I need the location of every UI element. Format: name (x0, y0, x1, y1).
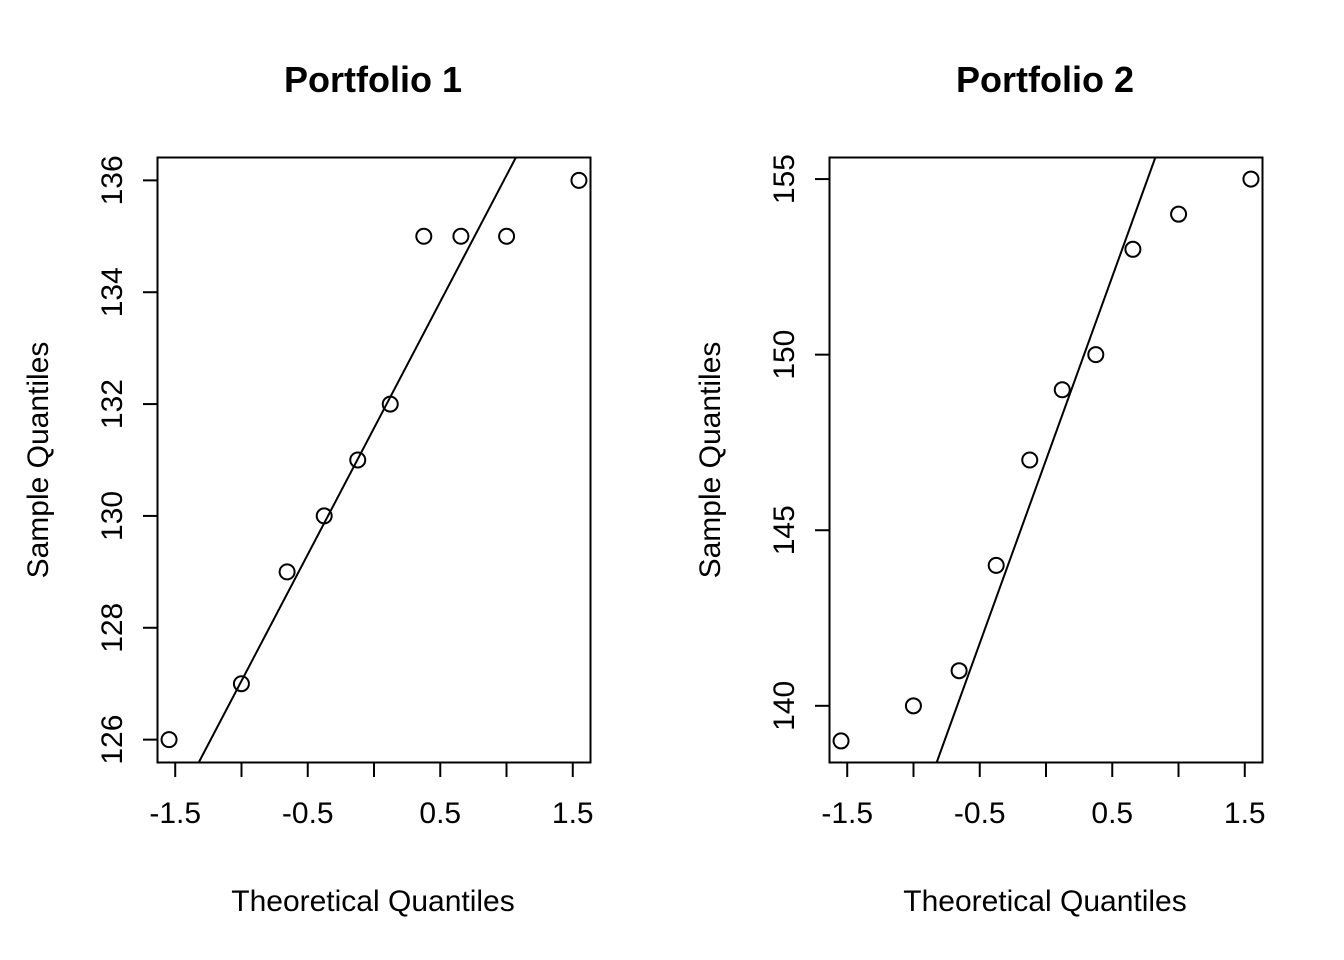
x-tick-label: -0.5 (954, 797, 1006, 830)
y-axis-label: Sample Quantiles (22, 342, 55, 579)
data-point (381, 395, 399, 413)
y-axis: 140 145 150 155 (768, 154, 829, 731)
data-point (232, 675, 250, 693)
data-point (415, 227, 433, 245)
x-tick-label: 0.5 (1091, 797, 1133, 830)
data-points (160, 171, 588, 749)
y-tick-label: 145 (768, 505, 801, 555)
chart-title: Portfolio 2 (956, 59, 1134, 100)
qq-plot-portfolio-1: Portfolio 1 Theoretical Quantiles Sample… (22, 59, 594, 918)
y-tick-label: 132 (96, 379, 129, 429)
data-point (498, 227, 516, 245)
data-point (315, 507, 333, 525)
data-point (950, 662, 968, 680)
qq-reference-line (198, 157, 517, 763)
y-tick-label: 150 (768, 330, 801, 380)
data-point (904, 697, 922, 715)
data-point (1124, 240, 1142, 258)
x-tick-label: 0.5 (419, 797, 461, 830)
x-axis: -1.5 -0.5 0.5 1.5 (149, 763, 594, 830)
y-tick-label: 134 (96, 267, 129, 317)
y-tick-label: 130 (96, 491, 129, 541)
data-point (1053, 381, 1071, 399)
data-point (278, 563, 296, 581)
y-axis: 126 128 130 132 134 136 (96, 155, 157, 765)
y-tick-label: 140 (768, 681, 801, 731)
y-tick-label: 155 (768, 154, 801, 204)
qq-plot-portfolio-2: Portfolio 2 Theoretical Quantiles Sample… (694, 59, 1266, 918)
x-tick-label: 1.5 (1224, 797, 1266, 830)
chart-title: Portfolio 1 (284, 59, 462, 100)
reference-line-group (935, 157, 1157, 763)
data-point (160, 731, 178, 749)
x-tick-label: -0.5 (282, 797, 334, 830)
y-axis-label: Sample Quantiles (694, 342, 727, 579)
data-point (1242, 170, 1260, 188)
data-point (570, 171, 588, 189)
x-tick-label: -1.5 (149, 797, 201, 830)
x-tick-label: -1.5 (821, 797, 873, 830)
data-point (349, 451, 367, 469)
plot-frame (156, 156, 592, 764)
data-point (987, 556, 1005, 574)
data-point (1170, 205, 1188, 223)
x-tick-label: 1.5 (552, 797, 594, 830)
reference-line-group (198, 157, 517, 763)
y-tick-label: 128 (96, 603, 129, 653)
plot-frame (828, 156, 1264, 764)
qq-reference-line (935, 157, 1157, 763)
y-tick-label: 136 (96, 155, 129, 205)
data-points (832, 170, 1260, 750)
data-point (1087, 346, 1105, 364)
x-axis-label: Theoretical Quantiles (231, 885, 514, 918)
x-axis: -1.5 -0.5 0.5 1.5 (821, 763, 1266, 830)
data-point (1021, 451, 1039, 469)
data-point (452, 227, 470, 245)
y-tick-label: 126 (96, 715, 129, 765)
x-axis-label: Theoretical Quantiles (903, 885, 1186, 918)
data-point (832, 732, 850, 750)
